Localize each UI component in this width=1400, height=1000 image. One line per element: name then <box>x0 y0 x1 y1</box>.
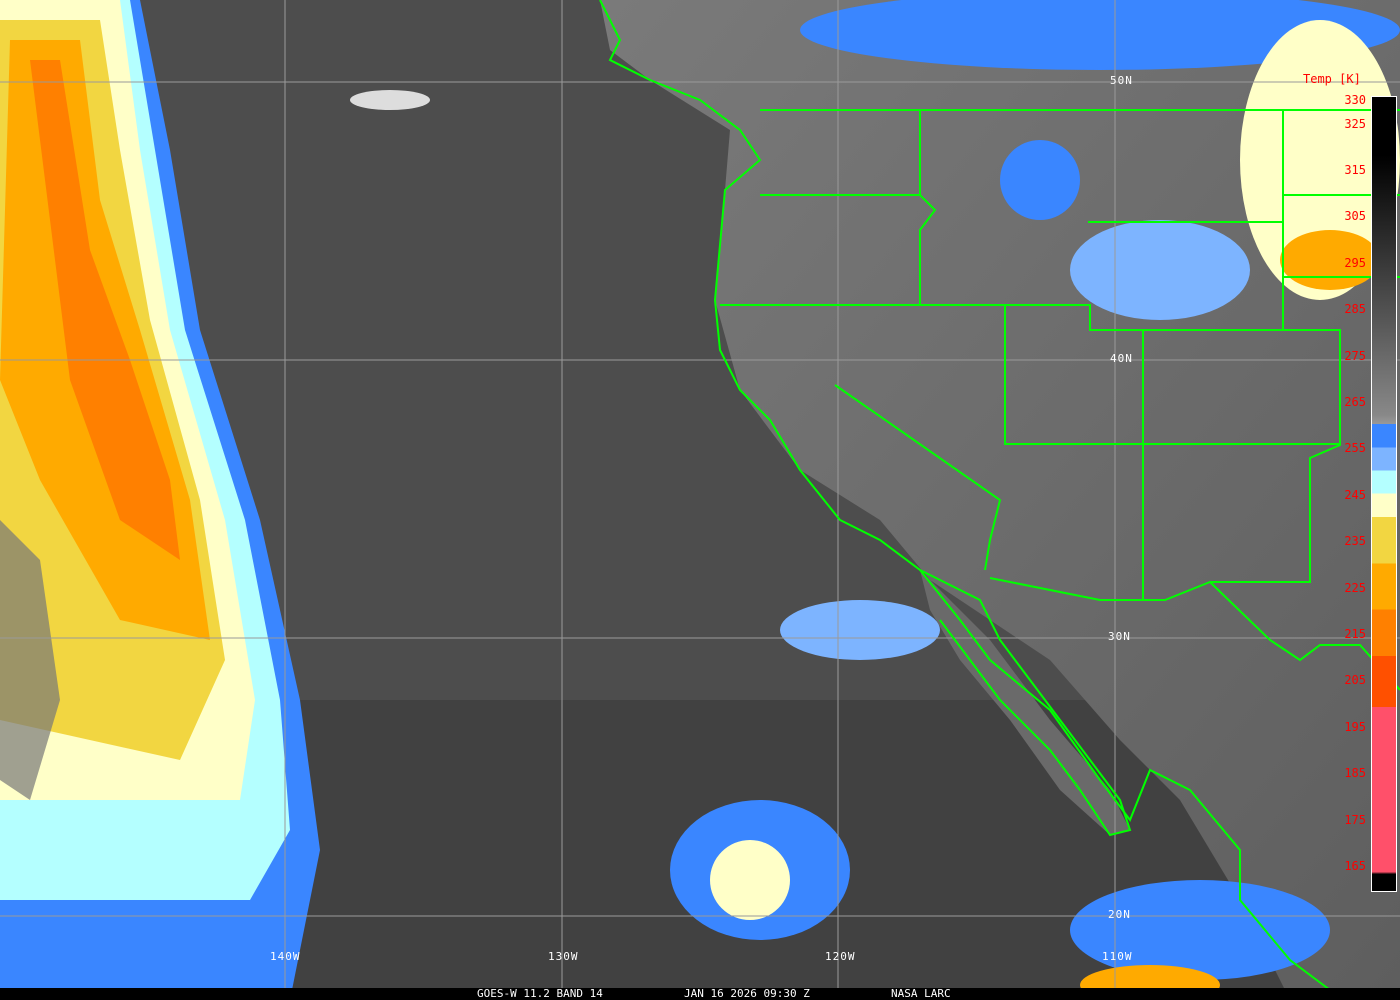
colorbar-tick-label: 205 <box>1344 673 1366 688</box>
colorbar-tick-label: 305 <box>1344 209 1366 224</box>
lon-label-120w: 120W <box>825 950 856 963</box>
colorbar-tick-label: 285 <box>1344 302 1366 317</box>
lon-label-130w: 130W <box>548 950 579 963</box>
lat-label-50n: 50N <box>1110 74 1133 87</box>
legend-title: Temp [K] <box>1303 72 1361 86</box>
caption-credit: NASA LARC <box>891 987 951 1000</box>
colorbar-tick-label: 245 <box>1344 487 1366 502</box>
colorbar-tick-label: 225 <box>1344 580 1366 595</box>
colorbar-tick-label: 325 <box>1344 116 1366 131</box>
colorbar-tick-label: 215 <box>1344 627 1366 641</box>
lat-label-30n: 30N <box>1108 630 1131 643</box>
colorbar-tick-label: 265 <box>1344 395 1366 409</box>
lat-label-20n: 20N <box>1108 908 1131 921</box>
caption-datetime: JAN 16 2026 09:30 Z <box>684 987 810 1000</box>
lon-label-110w: 110W <box>1102 950 1133 963</box>
political-borders <box>599 0 1400 991</box>
lon-label-140w: 140W <box>270 950 301 963</box>
colorbar-tick-label: 195 <box>1344 719 1366 734</box>
colorbar-tick-label: 330 <box>1344 93 1366 108</box>
colorbar-tick-label: 295 <box>1344 255 1366 270</box>
lat-label-40n: 40N <box>1110 352 1133 365</box>
colorbar-tick-label: 255 <box>1344 441 1366 456</box>
caption-product: GOES-W 11.2 BAND 14 <box>477 987 603 1000</box>
colorbar-tick-label: 315 <box>1344 163 1366 177</box>
colorbar-tick-label: 165 <box>1344 859 1366 873</box>
cloud-band-west <box>0 0 320 1000</box>
colorbar-tick-label: 175 <box>1344 812 1366 827</box>
colorbar-tick-label: 185 <box>1344 766 1366 781</box>
colorbar-tick-label: 235 <box>1344 534 1366 549</box>
colorbar-tick-label: 275 <box>1344 348 1366 363</box>
temperature-colorbar <box>1371 96 1397 892</box>
caption-bar: GOES-W 11.2 BAND 14 JAN 16 2026 09:30 Z NA… <box>0 988 1400 1000</box>
